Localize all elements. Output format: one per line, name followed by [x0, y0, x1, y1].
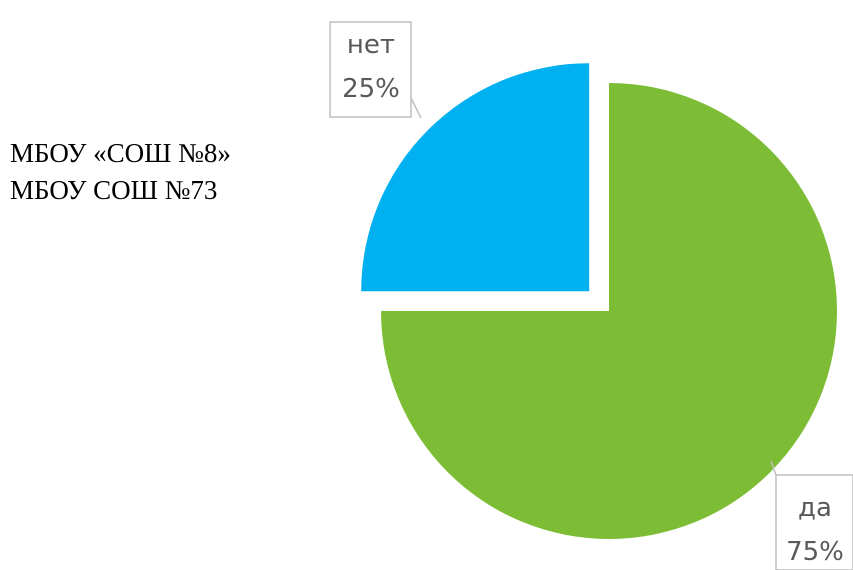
label-box — [329, 21, 412, 118]
school-name-2: МБОУ СОШ №73 — [10, 175, 218, 205]
leader-line — [770, 460, 777, 476]
slice-category-label: да — [798, 493, 832, 523]
data-label-2: да 75% — [770, 460, 853, 570]
slice-category-label: нет — [347, 30, 395, 60]
pie-slice-2 — [381, 83, 837, 539]
slice-percent-label: 75% — [786, 537, 844, 567]
side-text: МБОУ «СОШ №8» МБОУ СОШ №73 — [10, 135, 231, 209]
slice-percent-label: 25% — [342, 74, 400, 104]
pie-slice-1 — [361, 63, 590, 292]
data-label-1: нет 25% — [329, 21, 422, 119]
school-name-1: МБОУ «СОШ №8» — [10, 138, 231, 168]
label-box — [775, 474, 853, 570]
leader-line — [410, 97, 422, 119]
